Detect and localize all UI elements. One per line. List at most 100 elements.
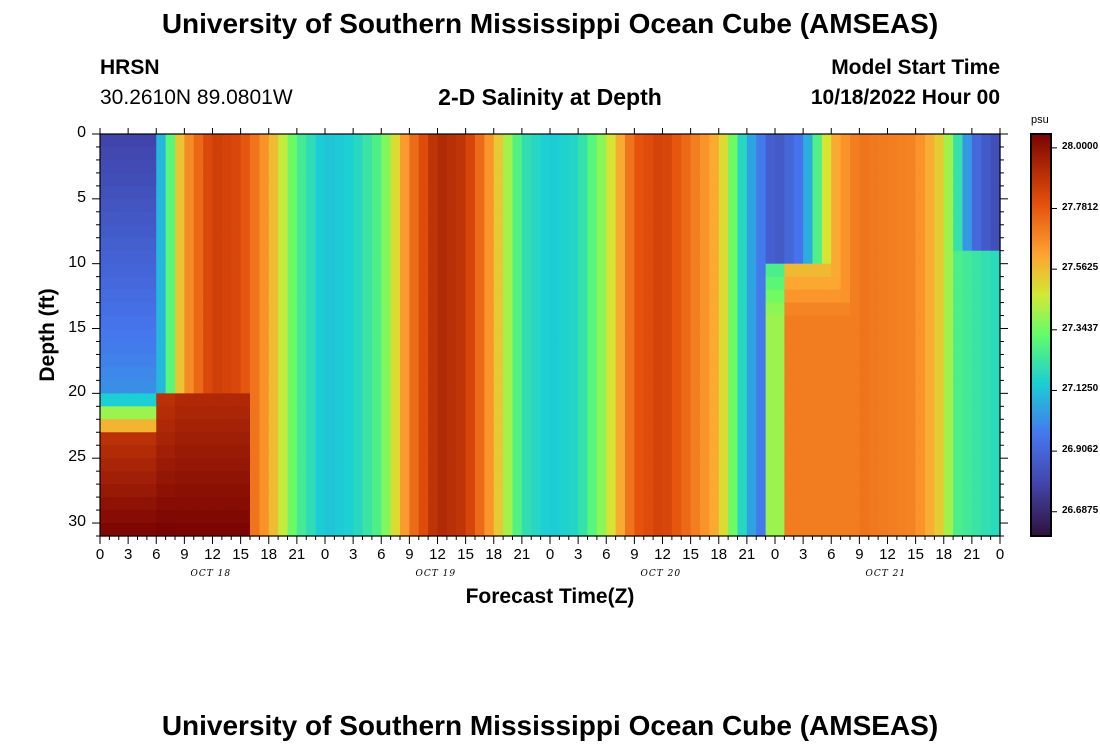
heatmap-cell <box>784 250 795 265</box>
heatmap-cell <box>156 406 167 420</box>
heatmap-cell <box>521 250 532 265</box>
heatmap-cell <box>615 393 626 407</box>
heatmap-cell <box>859 224 870 239</box>
heatmap-cell <box>568 134 579 148</box>
heatmap-cell <box>934 432 945 446</box>
heatmap-cell <box>953 211 964 226</box>
heatmap-cell <box>756 159 767 174</box>
heatmap-cell <box>625 354 635 369</box>
heatmap-cell <box>418 471 429 485</box>
heatmap-cell <box>259 211 270 226</box>
heatmap-cell <box>203 458 214 472</box>
heatmap-cell <box>343 302 354 317</box>
heatmap-cell <box>465 134 476 148</box>
heatmap-cell <box>109 471 120 485</box>
heatmap-cell <box>559 237 570 252</box>
heatmap-cell <box>381 159 392 174</box>
heatmap-cell <box>278 134 289 148</box>
heatmap-cell <box>850 211 860 226</box>
heatmap-cell <box>915 146 926 161</box>
heatmap-cell <box>578 367 589 381</box>
heatmap-cell <box>681 224 692 239</box>
heatmap-cell <box>662 328 673 343</box>
heatmap-cell <box>334 146 345 161</box>
heatmap-cell <box>428 237 439 252</box>
heatmap-cell <box>971 250 982 265</box>
heatmap-cell <box>559 315 570 330</box>
heatmap-cell <box>831 458 842 472</box>
heatmap-cell <box>925 134 935 148</box>
heatmap-cell <box>231 172 242 187</box>
heatmap-cell <box>203 211 214 226</box>
heatmap-cell <box>700 276 710 291</box>
heatmap-cell <box>531 419 542 433</box>
heatmap-cell <box>428 367 439 381</box>
heatmap-cell <box>793 484 804 498</box>
heatmap-cell <box>146 419 157 433</box>
heatmap-cell <box>700 263 710 278</box>
heatmap-cell <box>409 380 420 394</box>
x-tick-label: 0 <box>320 546 330 563</box>
heatmap-cell <box>287 146 298 161</box>
heatmap-cell <box>390 250 401 265</box>
heatmap-cell <box>428 354 439 369</box>
heatmap-cell <box>418 237 429 252</box>
heatmap-cell <box>493 315 504 330</box>
heatmap-cell <box>100 289 110 304</box>
heatmap-cell <box>643 263 654 278</box>
heatmap-cell <box>306 354 317 369</box>
heatmap-cell <box>296 237 307 252</box>
heatmap-cell <box>587 458 598 472</box>
heatmap-cell <box>315 328 326 343</box>
heatmap-cell <box>615 289 626 304</box>
heatmap-cell <box>456 445 467 459</box>
heatmap-cell <box>475 211 485 226</box>
heatmap-cell <box>793 276 804 291</box>
heatmap-cell <box>718 471 729 485</box>
heatmap-cell <box>803 263 814 278</box>
heatmap-cell <box>400 380 410 394</box>
heatmap-cell <box>128 328 139 343</box>
heatmap-cell <box>484 406 495 420</box>
heatmap-cell <box>793 393 804 407</box>
heatmap-cell <box>625 224 635 239</box>
heatmap-cell <box>465 393 476 407</box>
heatmap-cell <box>100 250 110 265</box>
heatmap-cell <box>165 289 176 304</box>
heatmap-cell <box>859 172 870 187</box>
heatmap-cell <box>465 276 476 291</box>
heatmap-cell <box>578 250 589 265</box>
heatmap-cell <box>878 146 889 161</box>
heatmap-cell <box>146 159 157 174</box>
heatmap-cell <box>428 419 439 433</box>
heatmap-cell <box>212 406 223 420</box>
heatmap-cell <box>643 432 654 446</box>
heatmap-cell <box>756 419 767 433</box>
heatmap-cell <box>934 367 945 381</box>
heatmap-cell <box>418 134 429 148</box>
heatmap-cell <box>278 406 289 420</box>
heatmap-cell <box>540 315 551 330</box>
heatmap-cell <box>971 198 982 213</box>
x-tick-label: 0 <box>770 546 780 563</box>
heatmap-cell <box>859 237 870 252</box>
heatmap-cell <box>531 211 542 226</box>
heatmap-cell <box>690 302 701 317</box>
heatmap-cell <box>568 419 579 433</box>
heatmap-cell <box>109 458 120 472</box>
heatmap-cell <box>484 159 495 174</box>
heatmap-cell <box>437 211 448 226</box>
heatmap-cell <box>671 406 682 420</box>
heatmap-cell <box>109 185 120 200</box>
heatmap-cell <box>362 419 373 433</box>
heatmap-cell <box>334 315 345 330</box>
heatmap-cell <box>746 484 757 498</box>
heatmap-cell <box>493 523 504 537</box>
heatmap-cell <box>728 211 739 226</box>
heatmap-cell <box>465 510 476 524</box>
heatmap-cell <box>250 211 260 226</box>
heatmap-cell <box>971 237 982 252</box>
heatmap-cell <box>446 471 457 485</box>
heatmap-cell <box>306 458 317 472</box>
heatmap-cell <box>784 484 795 498</box>
